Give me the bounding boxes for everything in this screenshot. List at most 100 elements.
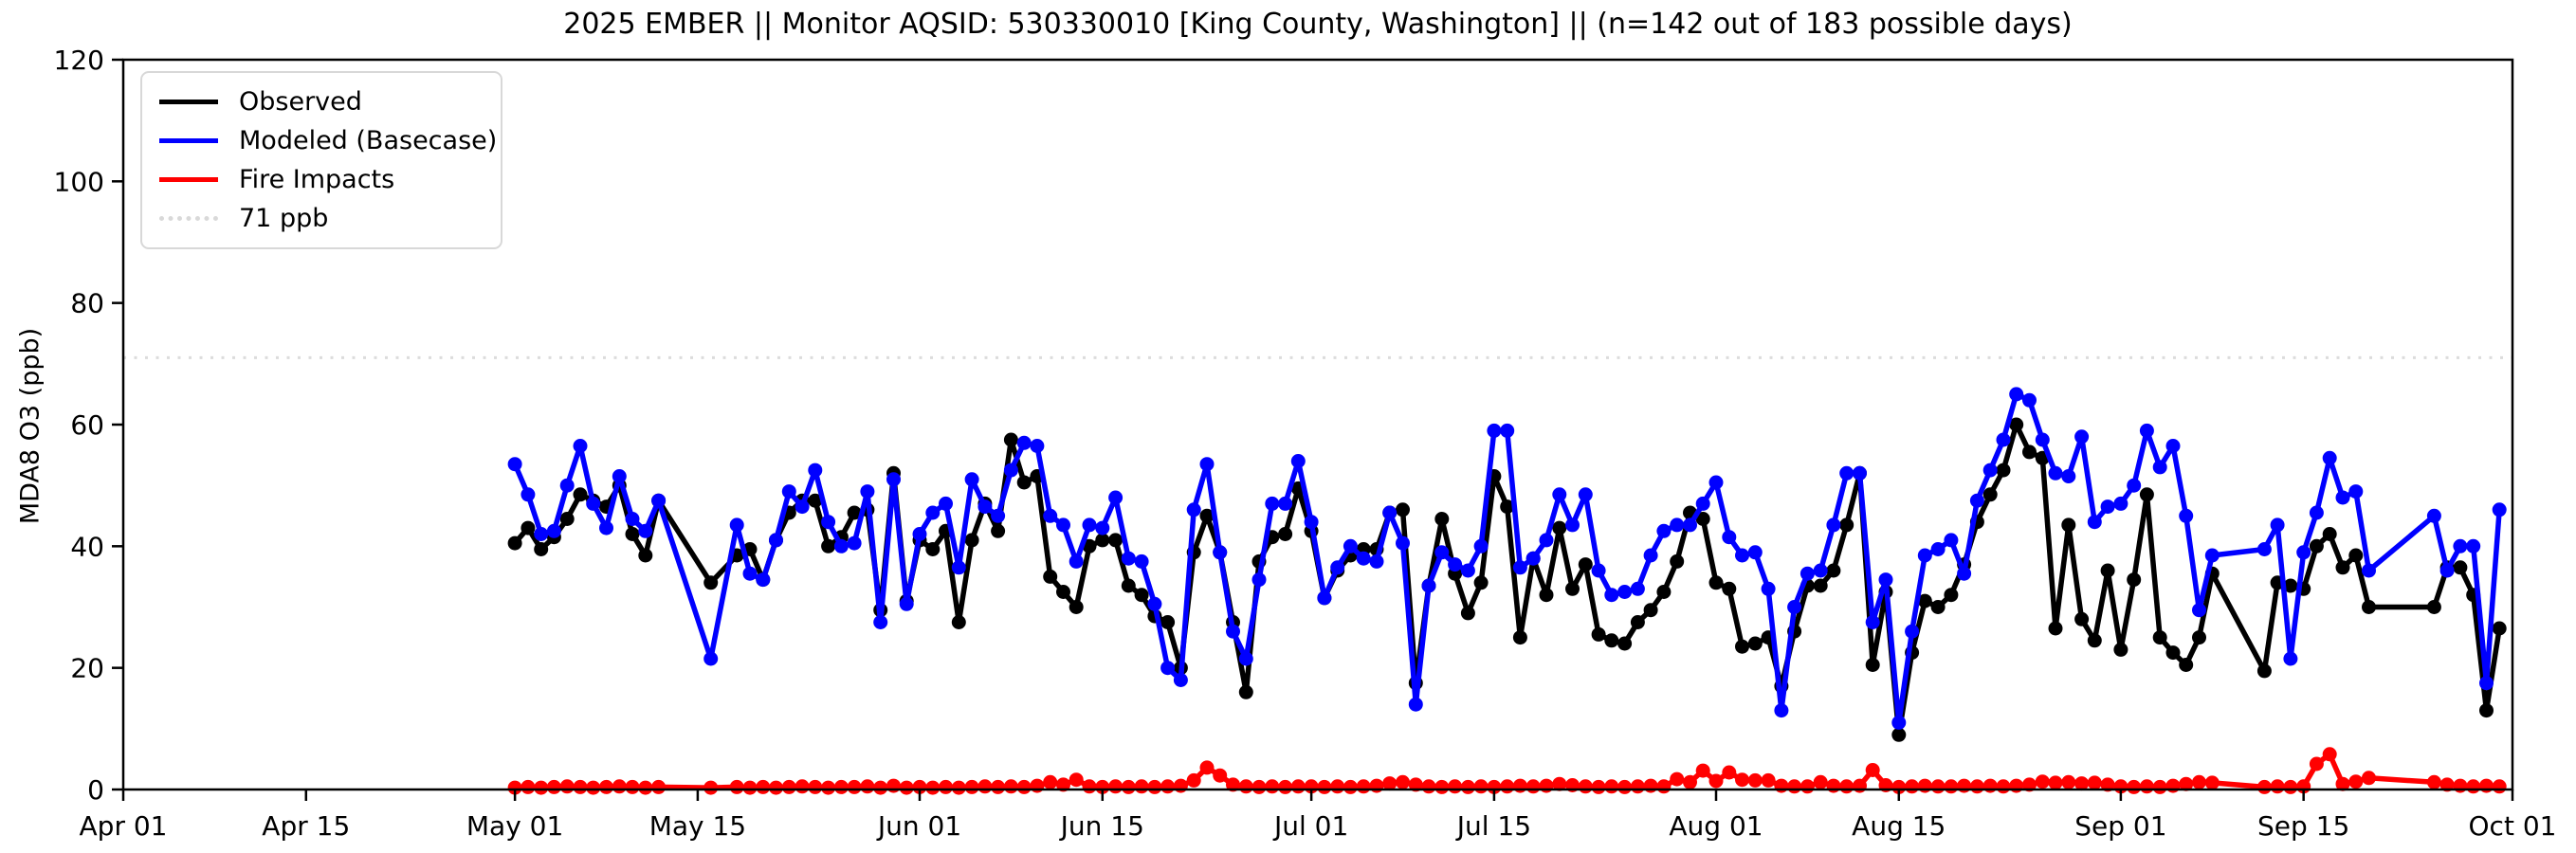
data-point <box>1199 760 1215 775</box>
data-point <box>1695 496 1710 511</box>
data-point <box>2179 508 2194 523</box>
data-point <box>2283 578 2298 593</box>
data-point <box>1552 776 1567 791</box>
data-point <box>1317 779 1332 794</box>
data-point <box>599 779 613 794</box>
data-point <box>2139 423 2154 438</box>
data-point <box>2362 771 2376 786</box>
data-point <box>847 535 862 551</box>
data-point <box>821 780 836 795</box>
data-point <box>2165 778 2181 793</box>
data-point <box>1199 457 1215 472</box>
data-point <box>1473 538 1489 554</box>
data-point <box>1969 779 1984 794</box>
data-point <box>2466 779 2481 794</box>
data-point <box>1957 778 1972 793</box>
data-point <box>1173 673 1188 687</box>
data-point <box>612 779 627 794</box>
data-point <box>1944 779 1959 794</box>
data-point <box>925 542 941 556</box>
data-point <box>1030 778 1045 793</box>
data-point <box>1186 772 1201 788</box>
data-point <box>612 469 627 483</box>
data-point <box>2087 775 2102 790</box>
data-point <box>559 779 575 794</box>
x-tick-label: Sep 01 <box>2074 810 2166 842</box>
data-point <box>2165 439 2181 453</box>
data-point <box>2087 515 2102 530</box>
data-point <box>1982 778 1998 793</box>
data-point <box>2100 777 2115 792</box>
data-point <box>2296 545 2311 560</box>
data-point <box>912 527 927 541</box>
data-point <box>1982 463 1998 478</box>
data-point <box>991 508 1006 523</box>
x-tick-label: May 01 <box>466 810 563 842</box>
data-point <box>729 779 744 794</box>
data-point <box>2283 651 2298 666</box>
data-point <box>873 615 888 629</box>
data-point <box>821 538 836 554</box>
data-point <box>1448 779 1463 794</box>
data-point <box>2035 774 2050 789</box>
data-point <box>1930 779 1946 794</box>
data-point <box>1330 779 1345 794</box>
data-point <box>1369 778 1384 793</box>
data-point <box>1630 581 1645 596</box>
data-point <box>1343 779 1358 794</box>
data-point <box>1069 772 1084 788</box>
data-point <box>2256 542 2272 556</box>
data-point <box>2426 508 2441 523</box>
data-point <box>1238 779 1253 794</box>
data-point <box>2127 572 2142 588</box>
data-point <box>964 472 979 487</box>
data-point <box>2492 779 2507 794</box>
data-point <box>991 523 1006 538</box>
data-point <box>1500 499 1515 515</box>
data-point <box>1095 533 1110 548</box>
data-point <box>2113 496 2128 511</box>
data-point <box>951 780 966 795</box>
data-point <box>1160 615 1176 629</box>
data-point <box>2335 490 2350 505</box>
data-point <box>1656 585 1672 599</box>
data-point <box>1565 581 1580 596</box>
data-point <box>2061 517 2076 533</box>
data-point <box>534 780 549 795</box>
data-point <box>1108 779 1124 794</box>
data-point <box>1226 777 1240 792</box>
data-point <box>795 779 810 794</box>
data-point <box>1043 508 1058 523</box>
data-point <box>2009 417 2024 432</box>
data-point <box>1160 661 1176 676</box>
data-point <box>1434 545 1450 560</box>
data-point <box>521 520 536 535</box>
data-point <box>1382 776 1398 791</box>
data-point <box>1213 545 1228 560</box>
data-point <box>977 779 993 794</box>
data-point <box>1917 778 1932 793</box>
data-point <box>2048 465 2063 481</box>
data-point <box>2035 432 2050 447</box>
data-point <box>925 505 941 520</box>
series-modeled-basecase- <box>507 387 2507 730</box>
data-point <box>1722 530 1737 545</box>
data-point <box>573 779 588 794</box>
data-point <box>1539 588 1554 603</box>
series-fire-impacts <box>507 747 2507 795</box>
x-axis: Apr 01 Apr 15 May 01 May 15 Jun 01 Jun 15 Jul … <box>80 789 2556 842</box>
legend-item-threshold: 71 ppb <box>142 199 501 238</box>
data-point <box>1996 463 2011 478</box>
data-point <box>1186 502 1201 517</box>
data-point <box>2348 774 2364 789</box>
data-point <box>1512 560 1527 575</box>
data-point <box>1043 774 1058 789</box>
data-point <box>1512 630 1527 645</box>
legend-label-fire: Fire Impacts <box>239 165 395 194</box>
data-point <box>1500 423 1515 438</box>
legend-item-fire: Fire Impacts <box>142 160 501 199</box>
legend-item-modeled: Modeled (Basecase) <box>142 121 501 160</box>
data-point <box>1617 636 1633 651</box>
